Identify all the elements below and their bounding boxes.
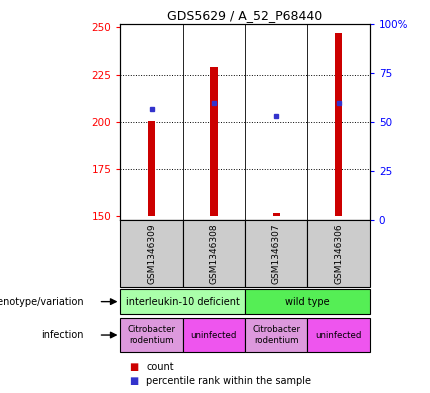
Bar	[120, 220, 183, 287]
Bar	[148, 121, 155, 216]
Bar	[183, 318, 245, 352]
Bar	[120, 289, 245, 314]
Text: GSM1346308: GSM1346308	[209, 223, 218, 284]
Text: percentile rank within the sample: percentile rank within the sample	[146, 376, 311, 386]
Bar	[307, 220, 370, 287]
Text: Citrobacter
rodentium: Citrobacter rodentium	[128, 325, 175, 345]
Bar	[245, 220, 307, 287]
Text: Citrobacter
rodentium: Citrobacter rodentium	[252, 325, 300, 345]
Title: GDS5629 / A_52_P68440: GDS5629 / A_52_P68440	[167, 9, 323, 22]
Bar	[183, 220, 245, 287]
Bar	[210, 67, 218, 216]
Text: GSM1346306: GSM1346306	[334, 223, 343, 284]
Bar	[245, 289, 370, 314]
Text: uninfected: uninfected	[191, 331, 237, 340]
Text: ■: ■	[129, 362, 138, 373]
Bar	[273, 213, 280, 216]
Text: ■: ■	[129, 376, 138, 386]
Bar	[307, 318, 370, 352]
Text: wild type: wild type	[285, 297, 330, 307]
Text: GSM1346307: GSM1346307	[272, 223, 281, 284]
Text: interleukin-10 deficient: interleukin-10 deficient	[126, 297, 240, 307]
Bar	[335, 33, 342, 216]
Text: genotype/variation: genotype/variation	[0, 297, 84, 307]
Bar	[245, 318, 307, 352]
Text: GSM1346309: GSM1346309	[147, 223, 156, 284]
Bar	[120, 318, 183, 352]
Text: count: count	[146, 362, 174, 373]
Text: infection: infection	[41, 330, 84, 340]
Text: uninfected: uninfected	[316, 331, 362, 340]
